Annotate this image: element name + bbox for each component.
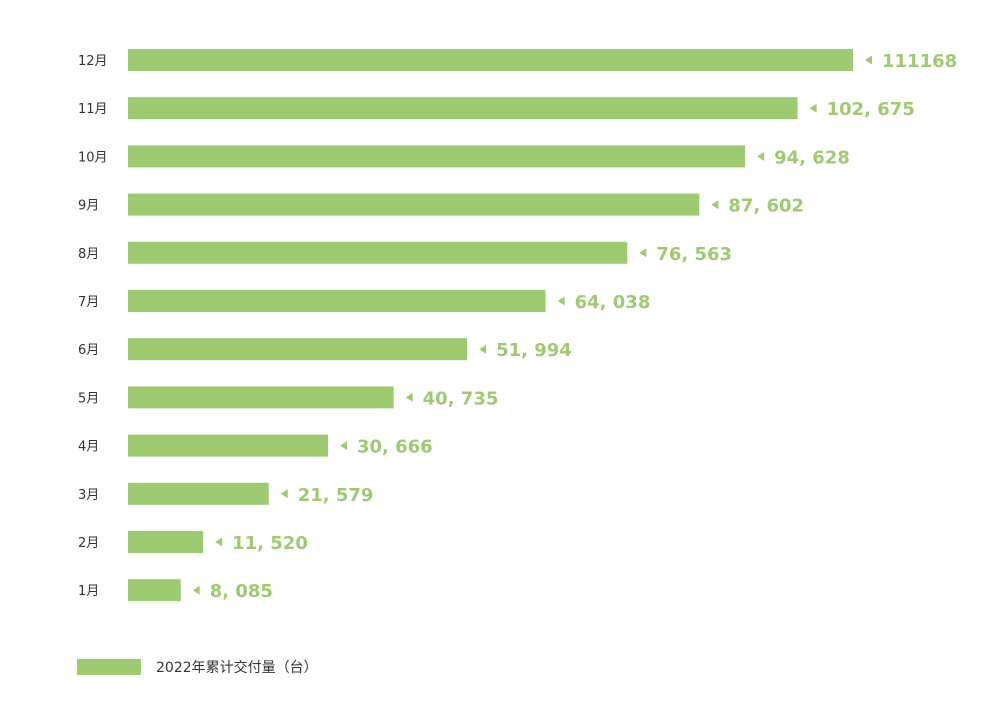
month-label: 11月 [78, 102, 108, 117]
left-triangle-icon [215, 537, 223, 547]
month-label: 5月 [78, 391, 99, 406]
month-label: 12月 [78, 54, 108, 69]
left-triangle-icon [405, 392, 413, 402]
month-label: 2月 [78, 536, 99, 551]
bar [128, 386, 394, 409]
left-triangle-icon [757, 151, 765, 161]
value-label: 51, 994 [496, 340, 572, 361]
bar [128, 579, 181, 602]
bar [128, 145, 746, 168]
left-triangle-icon [711, 200, 719, 210]
value-label: 64, 038 [575, 292, 651, 313]
bar [128, 434, 328, 457]
left-triangle-icon [865, 55, 872, 65]
bar [128, 482, 269, 505]
bar [128, 241, 628, 264]
left-triangle-icon [479, 344, 487, 354]
value-label: 87, 602 [728, 196, 804, 217]
month-label: 7月 [78, 295, 99, 310]
month-label: 8月 [78, 247, 99, 262]
month-label: 9月 [78, 199, 99, 214]
month-label: 3月 [78, 488, 99, 503]
legend-label: 2022年累计交付量（台） [156, 659, 318, 676]
labels-layer: 12月 111168 11月 102, 675 10月 94, 628 9月 87, 602 8… [78, 51, 957, 602]
bar [128, 97, 798, 120]
value-label: 40, 735 [423, 388, 499, 409]
value-label: 102, 675 [827, 99, 915, 120]
month-label: 1月 [78, 584, 99, 599]
value-label: 30, 666 [357, 437, 433, 458]
bar [128, 290, 546, 312]
left-triangle-icon [192, 585, 200, 595]
value-label: 111168 [882, 51, 957, 72]
month-label: 4月 [78, 440, 99, 455]
month-label: 6月 [78, 343, 99, 358]
legend-swatch [77, 659, 141, 675]
month-label: 10月 [78, 150, 108, 165]
left-triangle-icon [809, 103, 817, 113]
left-triangle-icon [639, 248, 647, 258]
value-label: 94, 628 [774, 147, 850, 168]
left-triangle-icon [280, 489, 288, 499]
bar [128, 531, 204, 553]
bars-layer [128, 49, 853, 602]
bar [128, 338, 468, 361]
value-label: 8, 085 [210, 581, 273, 602]
legend: 2022年累计交付量（台） [77, 659, 318, 676]
left-triangle-icon [339, 441, 347, 451]
value-label: 21, 579 [298, 485, 374, 506]
bar [128, 49, 853, 71]
left-triangle-icon [557, 296, 565, 306]
value-label: 76, 563 [656, 244, 732, 265]
bar [128, 193, 700, 216]
value-label: 11, 520 [232, 533, 308, 554]
